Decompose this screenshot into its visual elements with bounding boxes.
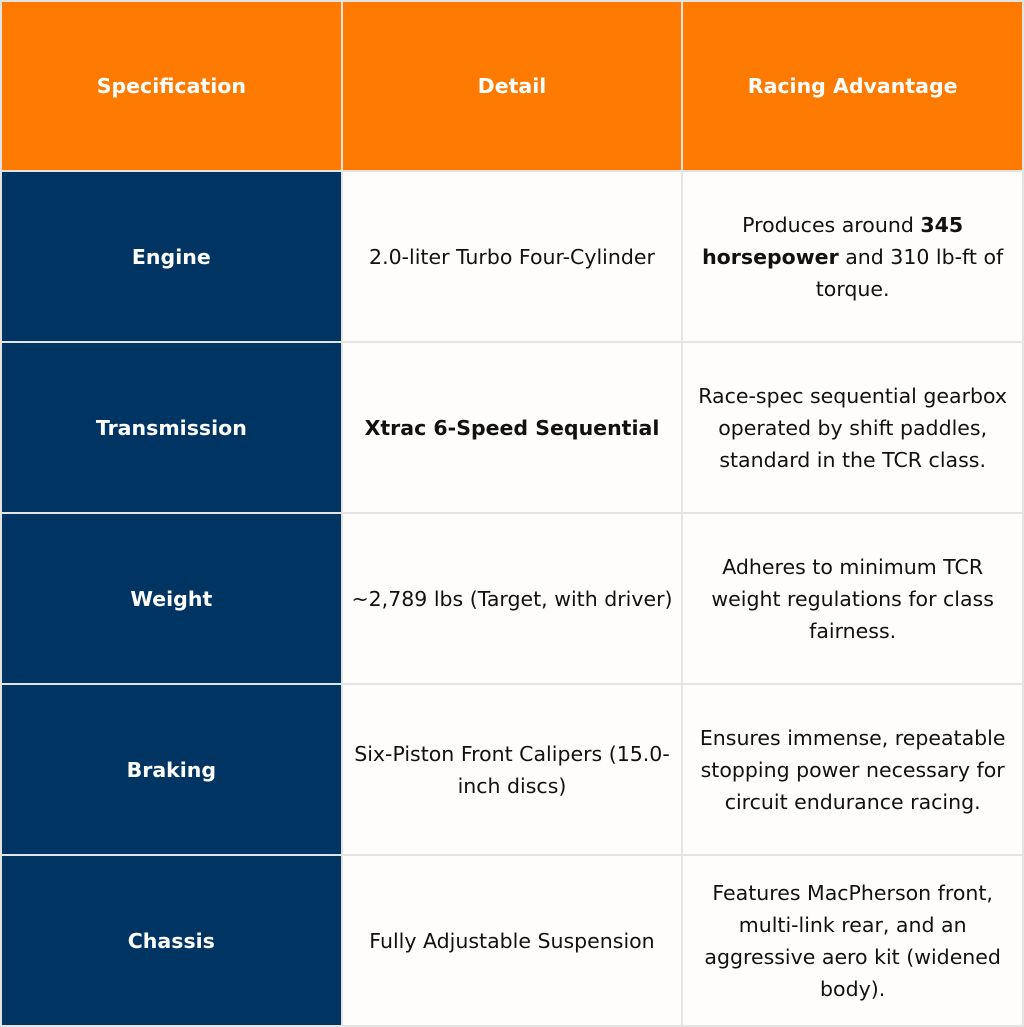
advantage-cell-bold-text: 345 horsepower	[702, 212, 964, 269]
spec-cell: Transmission	[0, 341, 343, 514]
detail-cell-text: 2.0-liter Turbo Four-Cylinder	[369, 244, 655, 269]
table-row: Chassis Fully Adjustable Suspension Featur…	[0, 854, 1024, 1027]
spec-cell: Engine	[0, 170, 343, 343]
advantage-cell-text: Features MacPherson front, multi-link re…	[704, 880, 1001, 1001]
header-specification: Specification	[0, 0, 343, 172]
header-racing-advantage: Racing Advantage	[681, 0, 1024, 172]
detail-cell-text: Six-Piston Front Calipers (15.0-inch dis…	[354, 741, 670, 798]
detail-cell: Xtrac 6-Speed Sequential	[340, 341, 684, 514]
spec-cell: Braking	[0, 683, 343, 856]
spec-cell: Weight	[0, 512, 343, 685]
header-detail: Detail	[340, 0, 684, 172]
detail-cell: Six-Piston Front Calipers (15.0-inch dis…	[340, 683, 684, 856]
detail-cell-bold-text: Xtrac 6-Speed Sequential	[364, 415, 660, 440]
detail-cell: ~2,789 lbs (Target, with driver)	[340, 512, 684, 685]
detail-cell: Fully Adjustable Suspension	[340, 854, 684, 1027]
advantage-cell-text: Produces around	[742, 212, 921, 237]
header-row: Specification Detail Racing Advantage	[0, 0, 1024, 172]
table-row: Weight ~2,789 lbs (Target, with driver) Ad…	[0, 512, 1024, 685]
table-row: Engine 2.0-liter Turbo Four-Cylinder Produ…	[0, 170, 1024, 343]
detail-cell-text: Fully Adjustable Suspension	[369, 928, 655, 953]
advantage-cell-text-end: and 310 lb-ft of torque.	[815, 244, 1004, 301]
advantage-cell: Produces around 345 horsepower and 310 l…	[681, 170, 1024, 343]
advantage-cell: Ensures immense, repeatable stopping pow…	[681, 683, 1024, 856]
table-row: Braking Six-Piston Front Calipers (15.0-i…	[0, 683, 1024, 856]
table-row: Transmission Xtrac 6-Speed Sequential Race…	[0, 341, 1024, 514]
spec-cell: Chassis	[0, 854, 343, 1027]
advantage-cell: Adheres to minimum TCR weight regulation…	[681, 512, 1024, 685]
advantage-cell-text: Adheres to minimum TCR weight regulation…	[711, 554, 994, 643]
advantage-cell-text: Ensures immense, repeatable stopping pow…	[699, 725, 1006, 814]
detail-cell-text: ~2,789 lbs (Target, with driver)	[351, 586, 673, 611]
detail-cell: 2.0-liter Turbo Four-Cylinder	[340, 170, 684, 343]
advantage-cell-text: Race-spec sequential gearbox operated by…	[698, 383, 1008, 472]
advantage-cell: Race-spec sequential gearbox operated by…	[681, 341, 1024, 514]
advantage-cell: Features MacPherson front, multi-link re…	[681, 854, 1024, 1027]
